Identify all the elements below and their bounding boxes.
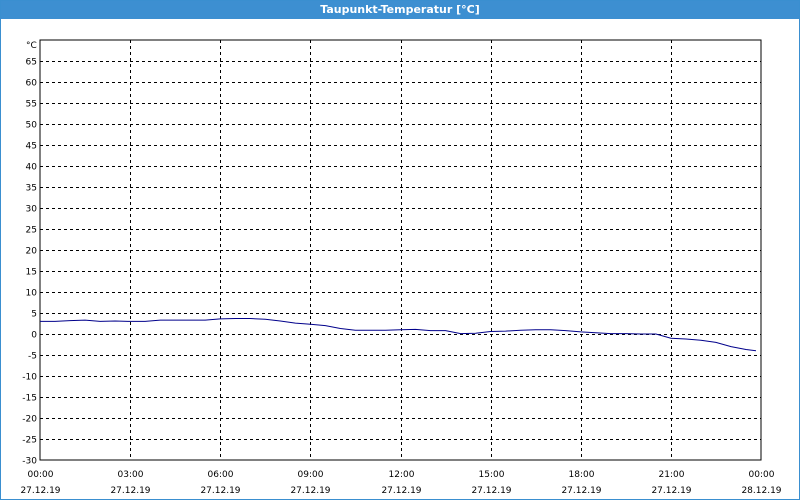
x-tick-date-label: 27.12.19 [110,486,150,496]
y-tick-label: 0 [31,331,37,341]
x-tick-date-label: 27.12.19 [200,486,240,496]
y-axis-unit-label: °C [26,41,37,51]
y-tick-label: -10 [22,373,37,383]
y-tick-label: -15 [22,394,37,404]
y-tick-label: -30 [22,457,37,467]
y-tick-label: 65 [26,58,37,68]
x-tick-date-label: 27.12.19 [651,486,691,496]
x-tick-time-label: 12:00 [389,470,415,480]
x-tick-date-label: 27.12.19 [381,486,421,496]
y-tick-label: -20 [22,415,37,425]
x-tick-date-label: 27.12.19 [20,486,60,496]
y-tick-label: -25 [22,436,37,446]
dewpoint-series-line [40,318,757,352]
x-tick-time-label: 03:00 [118,470,144,480]
x-tick-time-label: 06:00 [208,470,234,480]
y-tick-label: 50 [26,121,38,131]
y-tick-label: 55 [26,100,37,110]
x-tick-date-label: 28.12.19 [741,486,781,496]
x-tick-time-label: 00:00 [749,470,775,480]
y-tick-label: 5 [31,310,37,320]
x-tick-time-label: 09:00 [298,470,324,480]
x-tick-date-label: 27.12.19 [290,486,330,496]
window-title: Taupunkt-Temperatur [°C] [1,1,799,19]
x-tick-time-label: 00:00 [28,470,54,480]
y-tick-label: 35 [26,184,37,194]
y-tick-label: 15 [26,268,37,278]
x-tick-date-label: 27.12.19 [561,486,601,496]
y-tick-label: 60 [26,79,38,89]
y-tick-label: -5 [28,352,37,362]
x-tick-time-label: 18:00 [569,470,595,480]
x-tick-time-label: 21:00 [659,470,685,480]
x-tick-time-label: 15:00 [479,470,505,480]
y-tick-label: 45 [26,142,37,152]
y-tick-label: 25 [26,226,37,236]
y-tick-label: 30 [26,205,38,215]
y-tick-label: 40 [26,163,38,173]
y-tick-label: 20 [26,247,38,257]
x-tick-date-label: 27.12.19 [471,486,511,496]
y-tick-label: 10 [26,289,38,299]
